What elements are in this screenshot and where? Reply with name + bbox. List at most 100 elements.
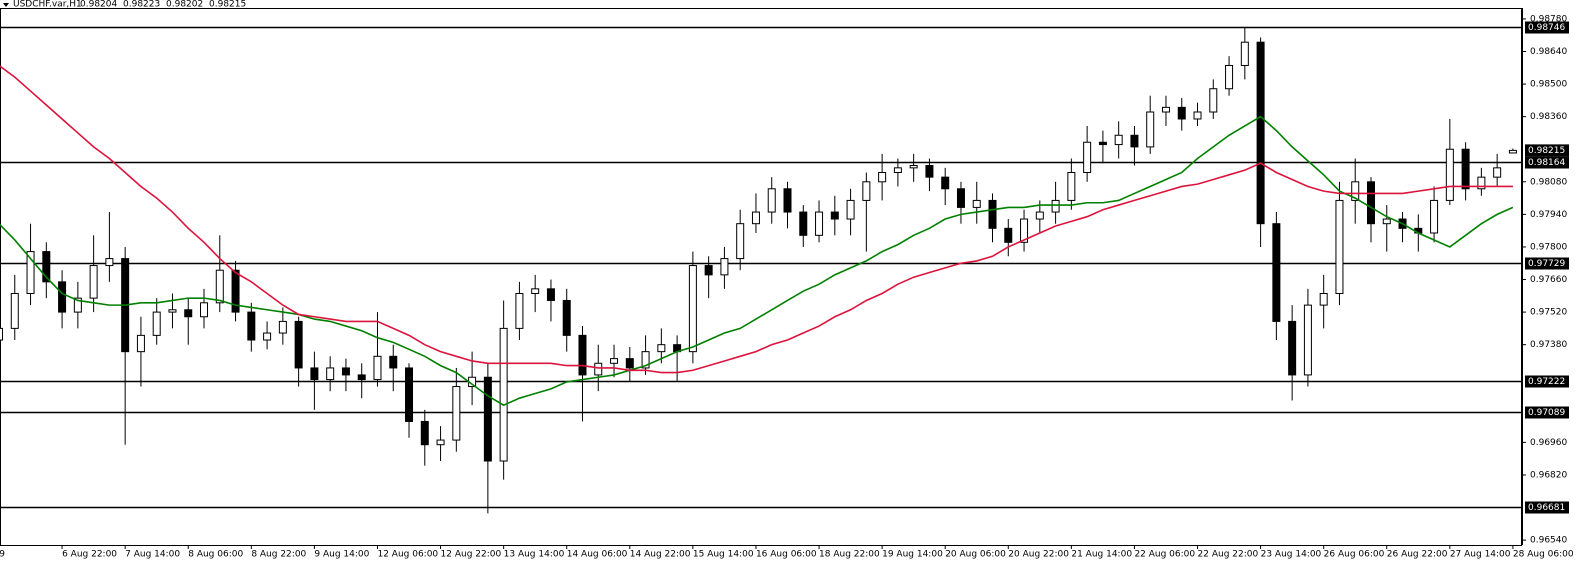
- candle-body: [736, 223, 745, 260]
- candle-body: [1493, 167, 1502, 178]
- candle-body: [310, 367, 319, 381]
- x-tick-label: 12 Aug 06:00: [377, 550, 438, 560]
- candle-body: [341, 367, 350, 376]
- candle-body: [610, 358, 619, 364]
- quote-value: 0.98215: [209, 0, 246, 10]
- axes: 0.98780 0.98640 0.98500 0.98360 0.98080 0.979…: [0, 8, 1574, 560]
- moving-average: [0, 115, 1514, 407]
- candle-body: [42, 251, 51, 283]
- candle-body: [1366, 181, 1375, 225]
- candle-body: [515, 292, 524, 329]
- candle-body: [909, 165, 918, 169]
- candle-body: [184, 309, 193, 318]
- quote-value: 0.98223: [123, 0, 160, 10]
- candle-body: [420, 420, 429, 446]
- candle-body: [10, 292, 19, 329]
- candle-body: [1303, 304, 1312, 376]
- candle-body: [152, 311, 161, 336]
- x-tick-label: 14 Aug 22:00: [630, 550, 691, 560]
- candle-body: [1461, 148, 1470, 190]
- candle-body: [1177, 106, 1186, 120]
- candle-body: [326, 367, 335, 381]
- level-label-box: [1525, 257, 1569, 270]
- candle-body: [1256, 41, 1265, 225]
- candle-body: [1508, 149, 1517, 154]
- candle-body: [799, 211, 808, 236]
- candle-body: [893, 167, 902, 173]
- candle-body: [483, 376, 492, 462]
- level-label-box: [1525, 21, 1569, 34]
- candle-body: [562, 299, 571, 336]
- y-tick-label: 0.97380: [1530, 340, 1567, 350]
- x-tick-label: 14 Aug 06:00: [567, 550, 628, 560]
- candle-body: [389, 355, 398, 369]
- candle-body: [1430, 199, 1439, 234]
- candle-body: [1193, 111, 1202, 120]
- candle-body: [499, 327, 508, 462]
- candle-body: [1225, 64, 1234, 90]
- x-tick-label: 19 Aug 14:00: [882, 550, 943, 560]
- y-tick-label: 0.97520: [1530, 308, 1567, 318]
- level-label: 0.97089: [1528, 408, 1565, 418]
- quote-value: 0.98204: [80, 0, 117, 10]
- menu-arrow: [3, 3, 9, 7]
- x-tick-label: 26 Aug 06:00: [1324, 550, 1385, 560]
- plot: [0, 26, 1522, 514]
- candle-body: [1035, 211, 1044, 220]
- candle-body: [1051, 199, 1060, 213]
- x-tick-label: 22 Aug 06:00: [1134, 550, 1195, 560]
- candle-body: [925, 165, 934, 178]
- x-tick-label: 28 Aug 06:00: [1513, 550, 1574, 560]
- candle-body: [58, 281, 67, 313]
- candle-body: [1240, 41, 1249, 66]
- candle-body: [688, 265, 697, 353]
- candle-body: [200, 302, 209, 318]
- candle-body: [247, 311, 256, 341]
- candle-body: [972, 199, 981, 208]
- candle-body: [1319, 292, 1328, 306]
- level-label-box: [1525, 406, 1569, 419]
- x-tick-label: 20 Aug 06:00: [945, 550, 1006, 560]
- level-label: 0.96681: [1528, 503, 1565, 513]
- candle-body: [168, 309, 177, 313]
- x-tick-label: 12 Aug 22:00: [441, 550, 502, 560]
- moving-average: [0, 65, 1513, 374]
- x-tick-label: 8 Aug 22:00: [251, 550, 306, 560]
- level-label: 0.98164: [1528, 158, 1565, 168]
- y-tick-label: 0.98640: [1530, 47, 1567, 57]
- candle-body: [452, 386, 461, 441]
- y-tick-label: 0.97660: [1530, 275, 1567, 285]
- candle-body: [625, 358, 634, 369]
- candle-body: [641, 351, 650, 369]
- candle-body: [751, 211, 760, 225]
- candle-body: [1382, 218, 1391, 225]
- candle-body: [783, 188, 792, 213]
- candle-body: [1130, 134, 1139, 148]
- candle-body: [436, 439, 445, 446]
- y-tick-label: 0.98500: [1530, 80, 1567, 90]
- candle-body: [941, 176, 950, 190]
- candle-body: [263, 332, 272, 341]
- current-price-box: [1525, 144, 1569, 157]
- x-tick-label: 27 Aug 14:00: [1450, 550, 1511, 560]
- candle-body: [1351, 181, 1360, 201]
- candle-body: [1114, 134, 1123, 146]
- candle-body: [956, 188, 965, 208]
- candle-body: [405, 367, 414, 422]
- candle-body: [546, 288, 555, 301]
- candle-body: [815, 211, 824, 236]
- candle-body: [531, 288, 540, 294]
- y-tick-label: 0.97940: [1530, 210, 1567, 220]
- level-label: 0.97222: [1528, 377, 1565, 387]
- candle-body: [1445, 148, 1454, 201]
- plot-frame: [0, 8, 1522, 546]
- x-tick-label: 22 Aug 22:00: [1198, 550, 1259, 560]
- x-tick-label: 18 Aug 22:00: [819, 550, 880, 560]
- candle-body: [1004, 227, 1013, 243]
- x-tick-label: 20 Aug 22:00: [1008, 550, 1069, 560]
- x-tick-label: 7 Aug 14:00: [125, 550, 180, 560]
- x-tick-label: 9 Aug 14:00: [314, 550, 369, 560]
- x-tick-label: 6 Aug 22:00: [62, 550, 117, 560]
- candle-body: [704, 265, 713, 276]
